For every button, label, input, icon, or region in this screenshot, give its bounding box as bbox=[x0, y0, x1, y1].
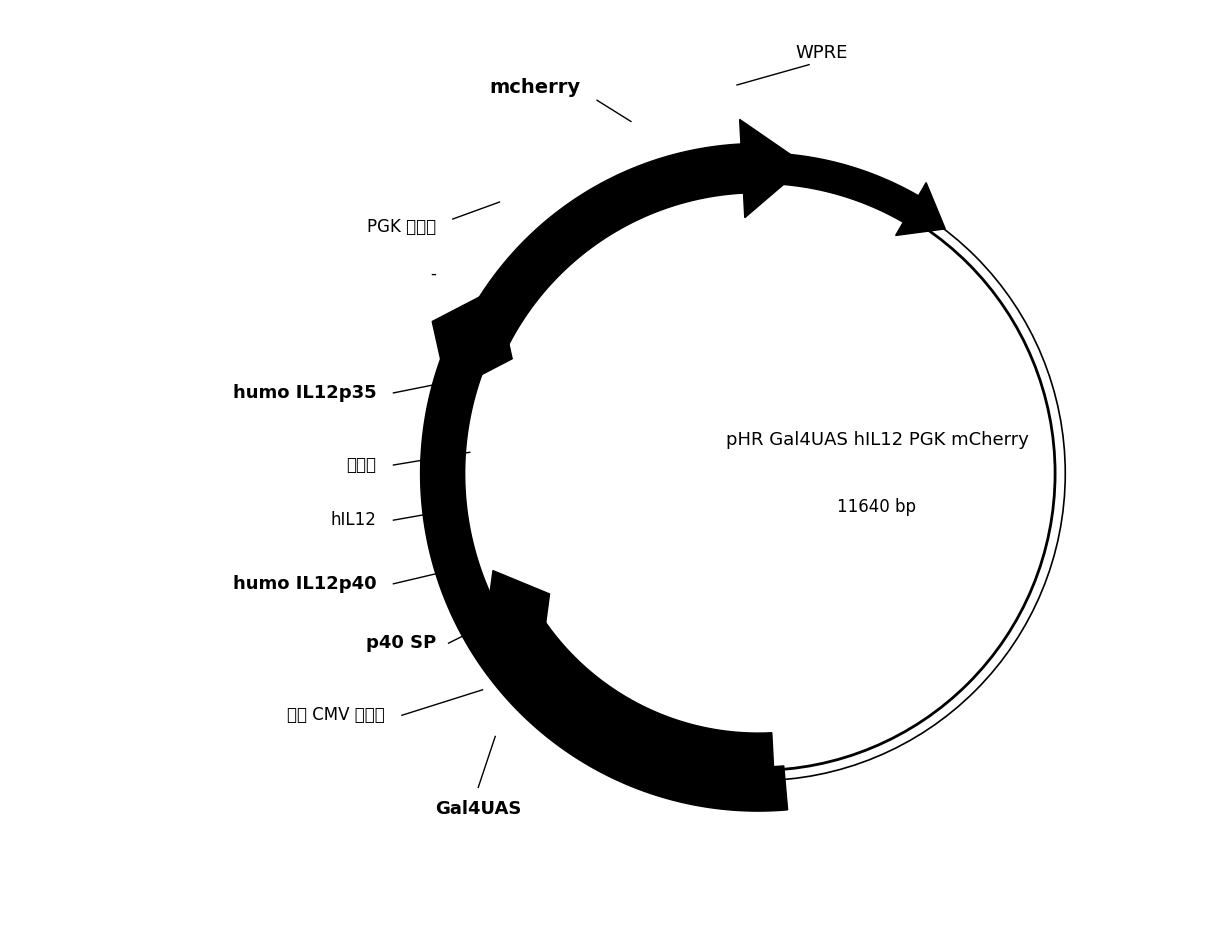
Polygon shape bbox=[740, 119, 807, 218]
Text: humo IL12p40: humo IL12p40 bbox=[233, 575, 377, 593]
Text: Gal4UAS: Gal4UAS bbox=[435, 800, 522, 818]
Text: 11640 bp: 11640 bp bbox=[838, 498, 917, 516]
Polygon shape bbox=[484, 571, 550, 632]
Polygon shape bbox=[432, 288, 512, 359]
Text: pHR Gal4UAS hIL12 PGK mCherry: pHR Gal4UAS hIL12 PGK mCherry bbox=[725, 431, 1028, 449]
Text: -: - bbox=[430, 265, 436, 283]
Text: p40 SP: p40 SP bbox=[366, 634, 436, 652]
Text: WPRE: WPRE bbox=[796, 45, 848, 63]
Text: humo IL12p35: humo IL12p35 bbox=[233, 384, 377, 402]
Polygon shape bbox=[484, 594, 550, 654]
Text: hIL12: hIL12 bbox=[331, 511, 377, 529]
Text: 最小 CMV 启动子: 最小 CMV 启动子 bbox=[287, 706, 385, 724]
Polygon shape bbox=[432, 321, 512, 392]
Polygon shape bbox=[420, 331, 787, 812]
Text: 连接子: 连接子 bbox=[346, 456, 377, 474]
Text: PGK 启动子: PGK 启动子 bbox=[367, 219, 436, 237]
Polygon shape bbox=[774, 153, 918, 223]
Polygon shape bbox=[464, 144, 744, 346]
Polygon shape bbox=[501, 603, 774, 771]
Polygon shape bbox=[896, 183, 946, 236]
Text: mcherry: mcherry bbox=[489, 78, 580, 97]
